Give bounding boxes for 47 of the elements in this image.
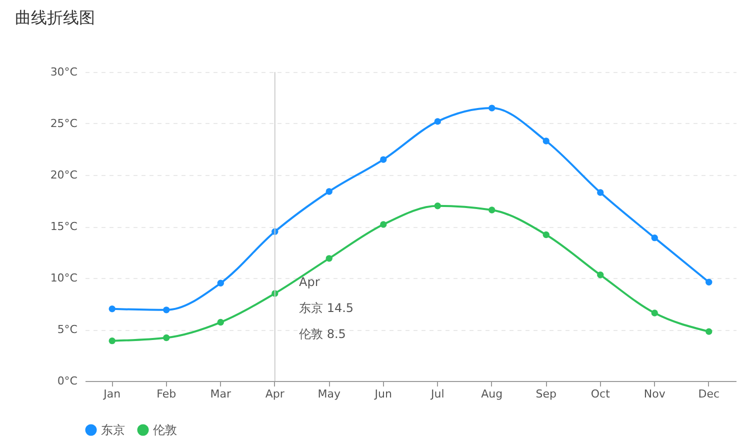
point [434,118,441,125]
x-tick-label: Jul [430,388,444,400]
x-tick-label: May [318,388,341,400]
y-tick-label: 20°C [50,168,78,182]
point [380,221,387,228]
y-tick-label: 30°C [50,66,78,78]
x-tick-label: Mar [210,388,232,400]
legend-label: 伦敦 [153,423,177,437]
annotation: Apr [299,275,320,289]
x-tick-label: Nov [644,388,666,400]
point [434,202,441,210]
annotation: 东京 14.5 [299,301,354,315]
point [542,231,550,238]
x-tick-label: Sep [536,388,557,400]
y-tick-label: 25°C [50,117,78,130]
y-tick-label: 0°C [57,374,78,388]
point [651,234,658,242]
point [380,156,387,163]
legend-label: 东京 [101,423,125,437]
point [163,334,170,342]
point [163,306,170,314]
x-tick-label: Oct [590,388,611,400]
point [326,255,332,262]
y-tick-label: 5°C [57,323,78,336]
x-tick-label: Aug [481,388,503,400]
x-tick-label: Feb [156,388,176,400]
point [326,188,332,195]
y-tick-label: 15°C [50,220,78,233]
y-tick-label: 10°C [50,272,78,284]
point [597,272,604,278]
x-tick-label: Jan [102,388,121,400]
point [597,189,604,196]
point [217,280,224,286]
point [706,328,712,335]
point [108,337,116,344]
x-tick-label: Apr [265,388,285,400]
point [651,310,658,316]
point [488,206,496,214]
x-tick-label: Jun [374,388,392,400]
point [542,138,550,144]
point [108,306,116,312]
point [217,318,224,326]
chart-title: 曲线折线图 [15,8,95,27]
point [488,104,496,112]
annotation: 伦敦 8.5 [299,327,346,341]
point [706,278,712,286]
x-tick-label: Dec [698,388,720,400]
